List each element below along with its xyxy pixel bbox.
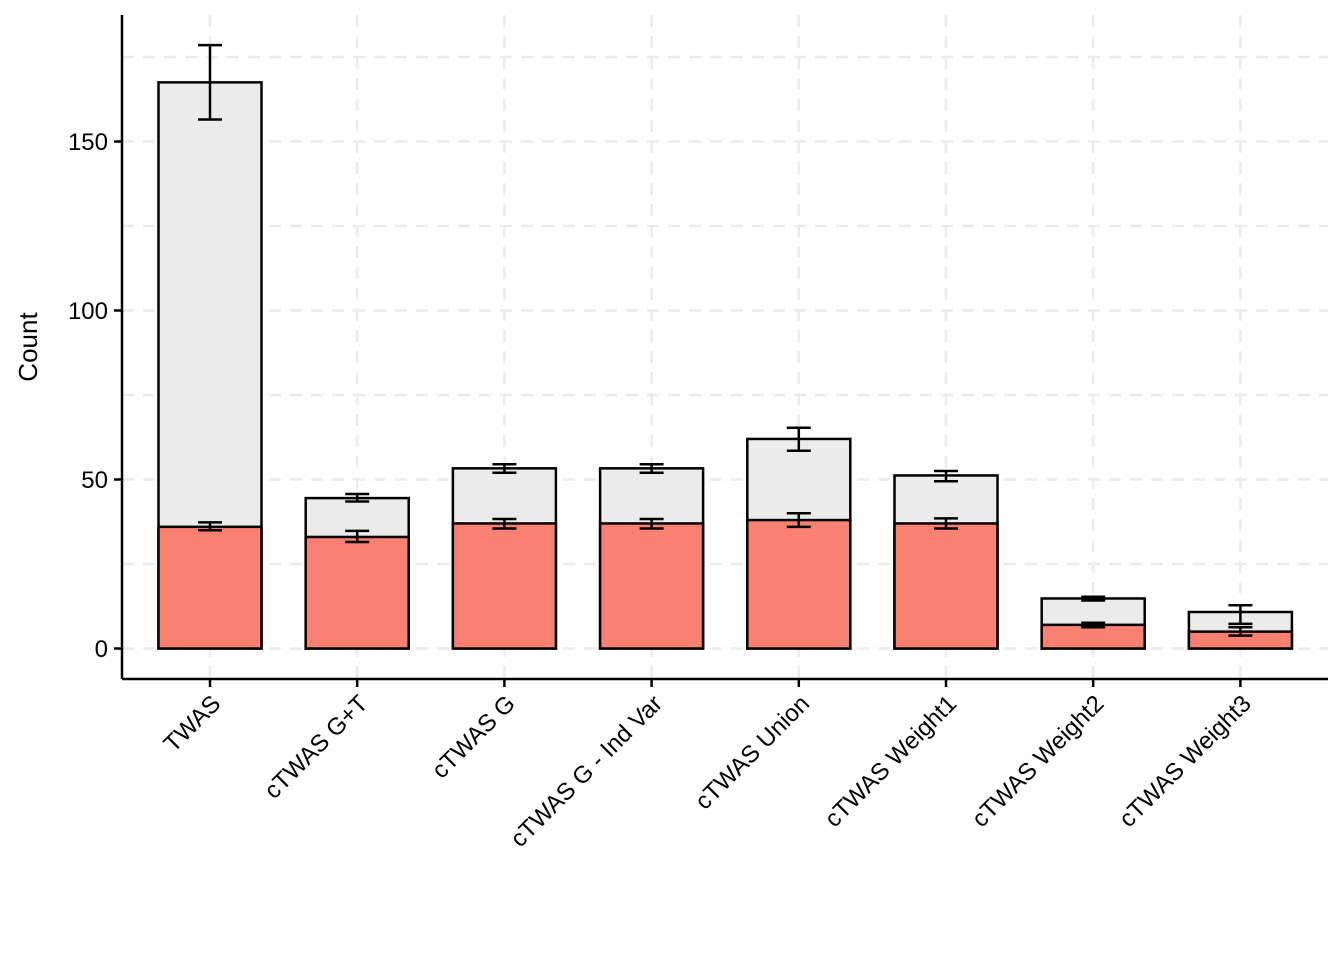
grid — [122, 15, 1328, 679]
y-tick-label: 0 — [95, 636, 108, 663]
error-bar-lower — [492, 517, 517, 530]
y-tick-label: 100 — [68, 298, 108, 325]
bar-lower — [598, 522, 705, 650]
x-tick-label: cTWAS G - Ind Var — [505, 690, 667, 852]
x-tick-label: cTWAS Union — [690, 690, 815, 815]
error-bar-total — [345, 492, 370, 503]
bar-lower — [893, 522, 999, 650]
y-axis-title: Count — [13, 312, 43, 382]
error-bar-lower — [934, 517, 958, 530]
error-bar-total — [786, 426, 811, 453]
x-tick-label: cTWAS G — [427, 690, 521, 784]
x-tick-label: cTWAS Weight3 — [1114, 690, 1257, 833]
bar-lower — [746, 518, 852, 650]
bars — [157, 81, 1294, 650]
x-tick-label: TWAS — [159, 690, 226, 757]
error-bar-total — [492, 463, 517, 474]
error-bar-lower — [786, 512, 811, 529]
error-bar-lower — [1228, 625, 1253, 637]
error-bar-total — [934, 469, 958, 483]
error-bar-total — [639, 463, 664, 474]
y-tick-label: 150 — [68, 129, 108, 156]
x-tick-label: cTWAS Weight2 — [967, 690, 1110, 833]
x-tick-label: cTWAS Weight1 — [820, 690, 963, 833]
bar-lower — [157, 525, 263, 650]
y-tick-label: 50 — [81, 467, 108, 494]
bar-lower — [304, 535, 410, 650]
x-tick-label: cTWAS G+T — [259, 690, 373, 804]
error-bar-total — [1228, 603, 1253, 626]
error-bar-lower — [198, 521, 222, 532]
error-bar-lower — [345, 529, 370, 544]
error-bars — [198, 43, 1253, 637]
error-bar-total — [1081, 595, 1106, 602]
bar-lower — [451, 522, 558, 650]
error-bar-total — [198, 43, 222, 121]
error-bar-lower — [1081, 621, 1106, 629]
error-bar-lower — [639, 517, 664, 530]
